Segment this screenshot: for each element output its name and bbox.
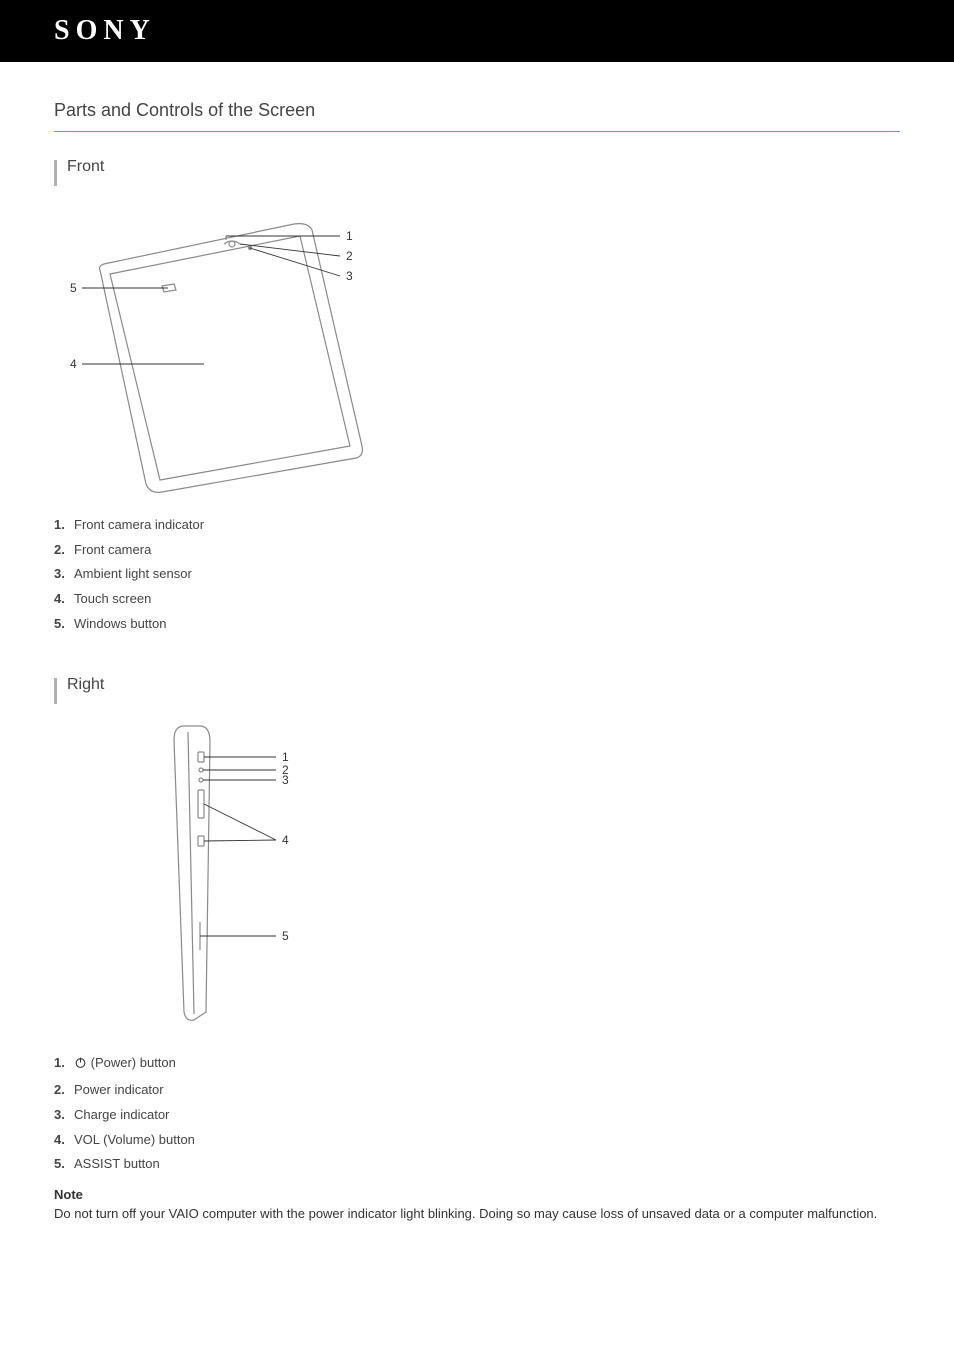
section-heading-right: Right	[67, 676, 104, 694]
power-icon	[74, 1053, 87, 1078]
legend-item: 5.ASSIST button	[54, 1152, 900, 1177]
callout-r3: 3	[282, 773, 289, 787]
callout-3: 3	[346, 269, 353, 283]
right-diagram: 1 2 3 4 5	[54, 712, 900, 1037]
front-diagram: 1 2 3 4 5	[54, 194, 900, 499]
section-front: Front	[54, 158, 900, 636]
legend-item: 5.Windows button	[54, 612, 900, 637]
section-right: Right	[54, 676, 900, 1223]
legend-item: 2.Front camera	[54, 538, 900, 563]
section-bar-icon	[54, 160, 57, 186]
callout-r4: 4	[282, 833, 289, 847]
legend-item: 1. (Power) button	[54, 1051, 900, 1078]
note-body: Do not turn off your VAIO computer with …	[54, 1204, 900, 1224]
legend-item: 3.Ambient light sensor	[54, 562, 900, 587]
right-legend: 1. (Power) button 2.Power indicator 3.Ch…	[54, 1051, 900, 1176]
header-bar: SONY	[0, 0, 954, 62]
legend-item: 4.Touch screen	[54, 587, 900, 612]
legend-item: 2.Power indicator	[54, 1078, 900, 1103]
page-title: Parts and Controls of the Screen	[54, 100, 900, 121]
front-legend: 1.Front camera indicator 2.Front camera …	[54, 513, 900, 636]
callout-2: 2	[346, 249, 353, 263]
legend-item: 4.VOL (Volume) button	[54, 1128, 900, 1153]
callout-5: 5	[70, 281, 77, 295]
section-bar-icon	[54, 678, 57, 704]
title-rule	[54, 131, 900, 132]
callout-4: 4	[70, 357, 77, 371]
brand-logo: SONY	[54, 15, 156, 47]
note-heading: Note	[54, 1187, 900, 1202]
legend-item: 1.Front camera indicator	[54, 513, 900, 538]
callout-r1: 1	[282, 750, 289, 764]
callout-r5: 5	[282, 929, 289, 943]
legend-text: (Power) button	[74, 1051, 176, 1078]
section-heading-front: Front	[67, 158, 104, 176]
callout-1: 1	[346, 229, 353, 243]
legend-item: 3.Charge indicator	[54, 1103, 900, 1128]
